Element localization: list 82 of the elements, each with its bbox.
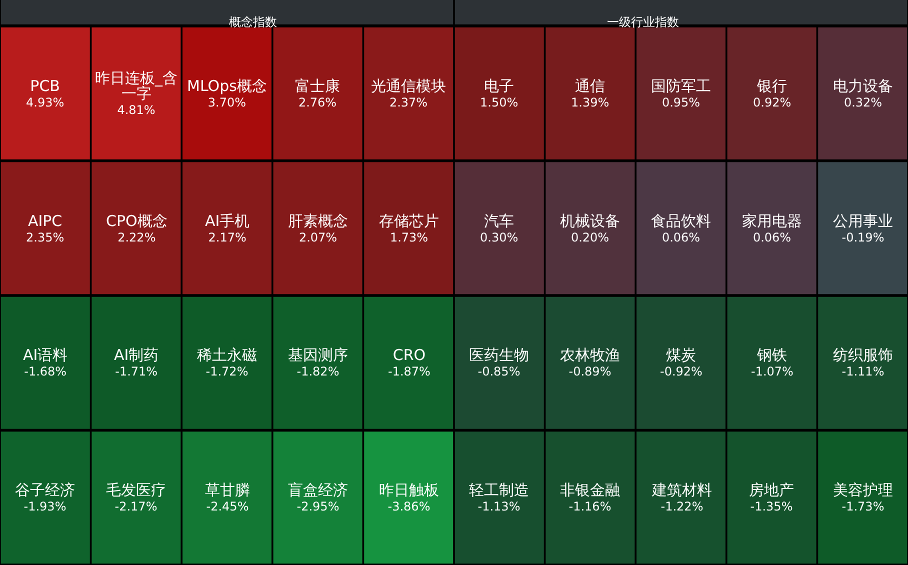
data-label: 4.81% [117, 103, 156, 118]
category-label: 钢铁 [756, 346, 788, 364]
data-label: -1.68% [24, 364, 67, 379]
data-label: 2.07% [298, 230, 338, 245]
category-label: 机械设备 [560, 212, 620, 230]
data-label: -1.22% [660, 500, 704, 514]
data-label: 1.39% [571, 96, 610, 110]
data-label: 0.95% [662, 96, 700, 110]
data-label: 2.35% [26, 230, 64, 245]
data-label: 3.70% [208, 96, 246, 110]
category-label: CPO概念 [106, 212, 168, 230]
category-label: AI手机 [205, 212, 250, 230]
data-label: 0.92% [753, 96, 792, 110]
category-label: AIPC [28, 212, 62, 230]
data-label: -1.11% [842, 364, 884, 379]
data-label: -2.95% [296, 500, 340, 514]
category-label: 公用事业 [833, 212, 893, 230]
data-label: -1.71% [115, 364, 158, 379]
data-label: -2.45% [206, 500, 249, 514]
category-label: 纺织服饰 [833, 346, 893, 364]
category-label: MLOps概念 [187, 77, 267, 95]
category-label: 汽车 [484, 212, 514, 230]
data-label: -1.73% [842, 500, 884, 514]
text: 概念指数 [229, 15, 277, 29]
data-label: 0.20% [570, 230, 610, 245]
data-label: -3.86% [388, 500, 430, 514]
data-label: -1.82% [296, 364, 340, 379]
category-label: 谷子经济 [15, 481, 75, 499]
category-label: 光通信模块 [371, 77, 446, 95]
category-label: 稀土永磁 [197, 346, 257, 364]
category-label: 盲盒经济 [288, 481, 348, 499]
category-label: 毛发医疗 [106, 481, 166, 499]
category-label: 食品饮料 [651, 212, 711, 230]
category-label: CRO [392, 346, 426, 364]
category-label: 存储芯片 [379, 212, 439, 230]
category-label: AI制药 [114, 346, 159, 364]
category-label: 国防军工 [651, 77, 711, 95]
category-label: 非银金融 [560, 481, 620, 499]
data-label: 4.93% [26, 96, 64, 110]
category-label: 轻工制造 [469, 481, 529, 499]
category-label: 富士康 [295, 77, 340, 95]
category-label: 家用电器 [742, 212, 802, 230]
data-label: 0.06% [662, 230, 700, 245]
category-label: 昨日触板 [379, 481, 439, 499]
data-label: 0.30% [480, 230, 518, 245]
data-label: -1.35% [750, 500, 793, 514]
data-label: 2.76% [298, 96, 337, 110]
data-label: -1.07% [751, 364, 794, 379]
category-label: 昨日连板_含一字 [95, 69, 178, 103]
category-label: 电子 [484, 77, 514, 95]
data-label: 2.37% [389, 96, 428, 110]
data-label: 2.22% [118, 230, 156, 245]
data-label: -2.17% [114, 500, 158, 514]
category-label: 房地产 [749, 481, 794, 499]
data-label: -1.93% [24, 500, 66, 514]
data-label: -1.72% [206, 364, 248, 379]
data-label: -0.19% [842, 230, 884, 245]
category-label: 美容护理 [833, 481, 893, 499]
data-label: -1.16% [568, 500, 612, 514]
data-label: -0.85% [478, 364, 520, 379]
data-label: 1.73% [390, 230, 428, 245]
data-label: -1.13% [478, 500, 520, 514]
category-label: AI语料 [23, 346, 68, 364]
category-label: 基因测序 [288, 346, 348, 364]
category-label: 建筑材料 [651, 481, 712, 499]
category-label: 医药生物 [469, 346, 529, 364]
data-label: 0.06% [752, 230, 792, 245]
category-label: 煤炭 [666, 346, 696, 364]
category-label: 电力设备 [833, 77, 893, 95]
data-label: 1.50% [480, 96, 518, 110]
data-label: -0.89% [568, 364, 612, 379]
category-label: 银行 [756, 77, 788, 95]
data-label: -0.92% [660, 364, 702, 379]
category-label: PCB [30, 77, 60, 95]
data-label: 2.17% [208, 230, 246, 245]
data-label: -1.87% [388, 364, 430, 379]
category-label: 草甘膦 [205, 481, 250, 499]
category-label: 通信 [575, 77, 606, 95]
text: 一级行业指数 [607, 15, 679, 29]
category-label: 农林牧渔 [560, 346, 620, 364]
category-label: 肝素概念 [288, 212, 348, 230]
data-label: 0.32% [844, 96, 882, 110]
